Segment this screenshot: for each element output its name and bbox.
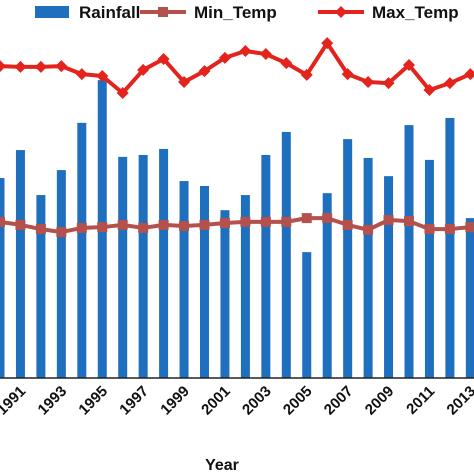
point xyxy=(219,218,230,229)
bar xyxy=(240,195,250,378)
bar xyxy=(261,154,271,378)
bar xyxy=(159,148,169,378)
point xyxy=(0,216,5,227)
x-tick-label: 2013 xyxy=(444,383,474,419)
point xyxy=(97,222,108,233)
point xyxy=(157,52,170,65)
bar xyxy=(384,176,394,378)
point xyxy=(198,65,211,78)
point xyxy=(96,69,109,82)
point xyxy=(300,68,313,81)
line xyxy=(0,41,472,95)
point xyxy=(0,60,6,73)
bar xyxy=(179,181,189,378)
bar xyxy=(404,125,414,378)
point xyxy=(218,51,231,64)
point xyxy=(383,214,394,225)
point xyxy=(179,221,190,232)
legend-marker xyxy=(335,6,347,18)
point xyxy=(14,60,27,73)
bar xyxy=(36,195,46,378)
x-tick-label: 1991 xyxy=(0,383,29,419)
legend-label: Min_Temp xyxy=(194,3,277,22)
line xyxy=(0,216,471,235)
legend-label: Max_Temp xyxy=(372,3,459,22)
point xyxy=(56,227,67,238)
point xyxy=(342,219,353,230)
point xyxy=(465,222,474,233)
bar xyxy=(343,139,353,378)
point xyxy=(281,216,292,227)
bar xyxy=(281,131,291,378)
point xyxy=(464,68,474,81)
point xyxy=(259,48,272,61)
x-tick-label: 2007 xyxy=(321,383,357,419)
legend-swatch xyxy=(35,6,69,18)
point xyxy=(424,224,435,235)
point xyxy=(260,216,271,227)
point xyxy=(199,219,210,230)
bar xyxy=(465,218,474,378)
x-tick-label: 2003 xyxy=(239,383,275,419)
point xyxy=(158,219,169,230)
point xyxy=(34,60,47,73)
bar xyxy=(302,252,312,378)
point xyxy=(240,216,251,227)
point xyxy=(443,77,456,90)
x-axis-label: Year xyxy=(205,457,239,474)
bar xyxy=(322,193,332,378)
point xyxy=(239,45,252,58)
point xyxy=(444,224,455,235)
bar xyxy=(424,159,434,378)
point xyxy=(178,76,191,89)
bar xyxy=(0,178,5,378)
point xyxy=(404,216,414,227)
bar xyxy=(118,156,128,378)
x-tick-label: 1999 xyxy=(157,383,193,419)
point xyxy=(322,213,333,224)
bar xyxy=(445,117,455,378)
point xyxy=(403,59,415,72)
x-tick-label: 2001 xyxy=(198,383,234,419)
bar xyxy=(56,170,66,378)
bar xyxy=(363,158,373,378)
point xyxy=(76,222,87,233)
x-tick-label: 1997 xyxy=(116,383,152,419)
point xyxy=(35,224,46,235)
point xyxy=(15,219,26,230)
point xyxy=(321,37,334,50)
bar xyxy=(77,122,87,378)
x-tick-label: 1993 xyxy=(35,383,71,419)
point xyxy=(117,219,128,230)
point xyxy=(55,60,68,73)
point xyxy=(301,213,312,224)
x-tick-label: 2009 xyxy=(362,383,398,419)
point xyxy=(382,77,395,90)
point xyxy=(75,68,88,81)
bar xyxy=(15,150,25,378)
point xyxy=(280,57,293,70)
point xyxy=(341,68,354,81)
point xyxy=(363,224,374,235)
point xyxy=(138,222,149,233)
point xyxy=(137,63,150,76)
x-tick-label: 2005 xyxy=(280,383,316,419)
legend-label: Rainfall xyxy=(79,3,140,22)
point xyxy=(362,76,375,89)
point xyxy=(116,86,129,99)
x-tick-label: 1995 xyxy=(75,383,111,419)
bar xyxy=(200,185,209,378)
legend-marker xyxy=(158,7,168,17)
bar xyxy=(220,210,230,378)
point xyxy=(423,83,436,96)
bar xyxy=(138,154,148,378)
x-tick-label: 2011 xyxy=(403,383,438,418)
